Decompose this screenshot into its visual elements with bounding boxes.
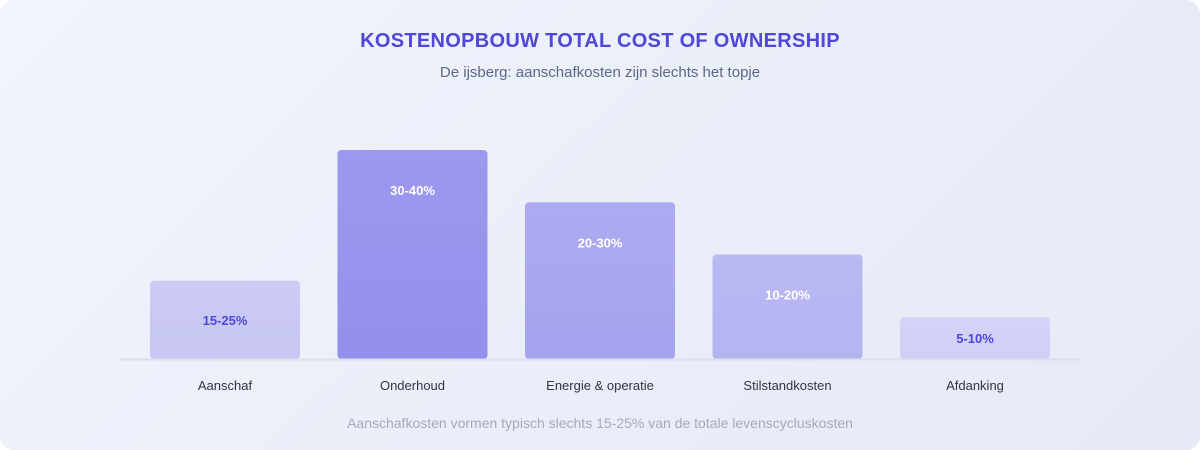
bar-value-label: 20-30%: [578, 235, 623, 250]
bar-value-label: 10-20%: [765, 288, 810, 303]
bar-stilstandkosten: [712, 254, 863, 359]
labels-layer: 15-25% Aanschaf 30-40% Onderhoud 20-30% Energ…: [198, 183, 1004, 393]
category-label: Afdanking: [946, 378, 1004, 393]
bar-value-label: 30-40%: [390, 183, 435, 198]
bar-value-label: 5-10%: [956, 331, 994, 346]
chart-title: KOSTENOPBOUW TOTAL COST OF OWNERSHIP: [360, 30, 840, 52]
bar-value-label: 15-25%: [203, 313, 248, 328]
category-label: Onderhoud: [380, 378, 445, 393]
category-label: Aanschaf: [198, 378, 253, 393]
bar-onderhoud: [337, 150, 488, 359]
bar-aanschaf: [150, 280, 300, 359]
chart-subtitle: De ijsberg: aanschafkosten zijn slechts …: [439, 64, 761, 81]
category-label: Energie & operatie: [546, 378, 654, 393]
chart-footnote: Aanschafkosten vormen typisch slechts 15…: [347, 415, 853, 431]
bar-afdanking: [900, 317, 1050, 359]
category-label: Stilstandkosten: [743, 378, 831, 393]
bars-layer: [150, 150, 1050, 359]
bar-energie-operatie: [525, 202, 675, 359]
